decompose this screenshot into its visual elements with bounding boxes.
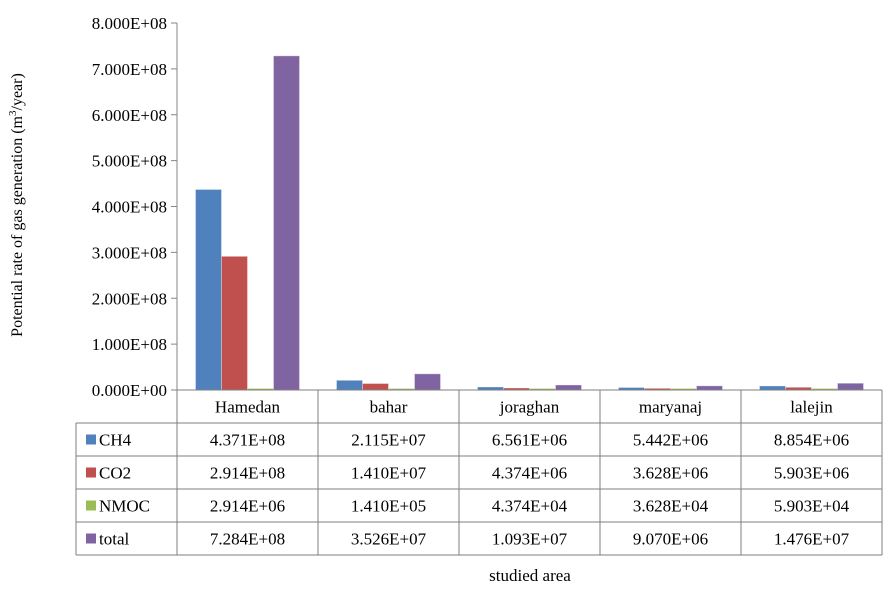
table-cell: 1.410E+07 (351, 464, 427, 483)
y-tick-label: 5.000E+08 (92, 152, 167, 171)
bar-total-bahar (414, 373, 441, 391)
y-axis-label-sup: 3 (7, 110, 19, 116)
table-cell: 4.371E+08 (210, 431, 285, 450)
legend-key-nmoc (86, 500, 96, 511)
bar-ch4-hamedan (195, 188, 222, 391)
table-cell: 4.374E+04 (492, 497, 568, 516)
bar-ch4-lalejin (759, 385, 786, 391)
table-cell: 5.903E+06 (774, 464, 849, 483)
table-cell: 1.093E+07 (492, 530, 568, 549)
table-cell: 5.442E+06 (633, 431, 708, 450)
category-label: maryanaj (639, 398, 702, 417)
x-axis-label: studied area (489, 566, 571, 585)
table-cell: 4.374E+06 (492, 464, 567, 483)
y-axis-label-suffix: /year) (9, 73, 26, 110)
table-cell: 2.115E+07 (351, 431, 426, 450)
y-tick-label: 6.000E+08 (92, 106, 167, 125)
y-tick-label: 2.000E+08 (92, 289, 167, 308)
table-cell: 9.070E+06 (633, 530, 708, 549)
table-cell: 3.526E+07 (351, 530, 427, 549)
table-cell: 2.914E+06 (210, 497, 285, 516)
bar-total-hamedan (273, 55, 300, 391)
table-cell: 3.628E+06 (633, 464, 708, 483)
table-cell: 6.561E+06 (492, 431, 567, 450)
bar-co2-hamedan (221, 255, 248, 391)
y-tick-label: 7.000E+08 (92, 60, 167, 79)
data-table: Hamedan bahar joraghan maryanaj lalejin CH4 4.… (75, 389, 883, 556)
bar-total-maryanaj (696, 385, 723, 391)
table-cell: 2.914E+08 (210, 464, 285, 483)
category-label: bahar (370, 398, 408, 417)
table-cell: 3.628E+04 (633, 497, 709, 516)
table-cell: 8.854E+06 (774, 431, 849, 450)
table-cell: 7.284E+08 (210, 530, 285, 549)
y-axis-label: Potential rate of gas generation (m3/yea… (7, 73, 26, 337)
y-tick-label: 3.000E+08 (92, 243, 167, 262)
bar-total-joraghan (555, 384, 582, 391)
table-cell: 1.476E+07 (774, 530, 850, 549)
bars (195, 55, 864, 391)
table-cell: 5.903E+04 (774, 497, 850, 516)
legend-label: total (99, 530, 129, 549)
bar-total-lalejin (837, 382, 864, 391)
category-label: lalejin (790, 398, 833, 417)
bar-co2-bahar (362, 383, 389, 391)
y-tick-label: 8.000E+08 (92, 14, 167, 33)
y-tick-label: 1.000E+08 (92, 335, 167, 354)
y-axis: 0.000E+00 1.000E+08 2.000E+08 3.000E+08 4.00… (92, 14, 178, 400)
legend-key-co2 (86, 467, 96, 478)
y-tick-label: 4.000E+08 (92, 198, 167, 217)
y-tick-label: 0.000E+00 (92, 381, 167, 400)
y-axis-label-prefix: Potential rate of gas generation (m (9, 115, 26, 336)
legend-label: CH4 (99, 431, 132, 450)
legend-label: NMOC (99, 497, 150, 516)
legend-key-ch4 (86, 434, 96, 445)
legend-key-total (86, 533, 96, 544)
table-cell: 1.410E+05 (351, 497, 426, 516)
category-label: joraghan (499, 398, 560, 417)
category-label: Hamedan (215, 398, 281, 417)
legend-label: CO2 (99, 464, 131, 483)
bar-ch4-bahar (336, 379, 363, 391)
